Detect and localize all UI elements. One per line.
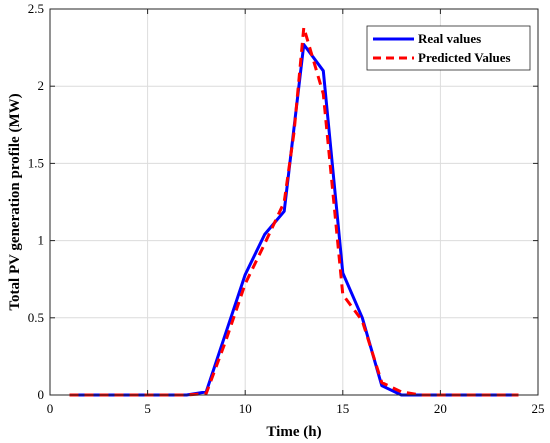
y-tick-label: 2.5: [28, 1, 44, 16]
legend: Real values Predicted Values: [366, 25, 531, 71]
x-axis-label: Time (h): [266, 424, 321, 440]
x-axis-ticks: 0 5 10 15 20 25: [47, 9, 545, 416]
x-tick-label: 5: [144, 401, 151, 416]
y-axis-ticks: 0 0.5 1 1.5 2 2.5: [28, 1, 538, 402]
y-tick-label: 1: [38, 233, 45, 248]
x-tick-label: 0: [47, 401, 54, 416]
x-tick-label: 20: [434, 401, 447, 416]
y-tick-label: 0: [38, 387, 45, 402]
legend-label-predicted: Predicted Values: [418, 50, 511, 65]
plot-frame: [49, 8, 539, 396]
legend-label-real: Real values: [418, 31, 481, 46]
y-tick-label: 1.5: [28, 155, 44, 170]
x-tick-label: 25: [532, 401, 545, 416]
legend-box: [366, 25, 531, 71]
y-tick-label: 2: [38, 78, 45, 93]
y-axis-label: Total PV generation profile (MW): [7, 93, 23, 310]
x-tick-label: 10: [239, 401, 252, 416]
x-tick-label: 15: [336, 401, 349, 416]
grid-lines: [49, 8, 539, 396]
plot-area: [50, 9, 538, 395]
y-tick-label: 0.5: [28, 310, 44, 325]
